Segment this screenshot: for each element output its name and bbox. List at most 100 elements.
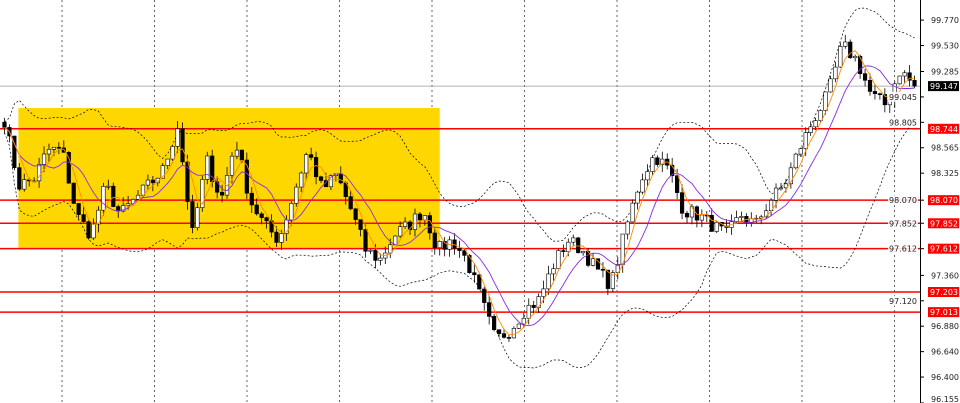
y-tick-label: 97.360 <box>931 271 959 280</box>
candle-body <box>289 203 294 221</box>
candle-body <box>640 179 645 193</box>
candle-body <box>803 132 808 149</box>
candle-body <box>437 240 442 249</box>
candle-body <box>838 46 843 68</box>
candle-body <box>546 273 551 290</box>
candle-body <box>566 241 571 252</box>
bollinger-bands <box>4 7 915 369</box>
candle-body <box>650 157 655 172</box>
candle-body <box>239 149 244 161</box>
candle-body <box>358 219 363 230</box>
candle-body <box>828 78 833 93</box>
y-tick-label-bg <box>888 117 918 128</box>
candle-body <box>531 304 536 308</box>
candle-body <box>571 237 576 243</box>
candle-body <box>2 121 7 128</box>
level-label-bg <box>928 243 959 254</box>
level-label: 97.852 <box>930 219 958 228</box>
y-tick-label-bg <box>888 218 918 229</box>
candle-body <box>432 232 437 249</box>
candle-body <box>526 304 531 319</box>
candle-body <box>205 155 210 180</box>
candle-body <box>684 212 690 218</box>
candle-body <box>393 235 398 246</box>
y-tick-label: 96.155 <box>931 395 959 403</box>
candle-body <box>907 72 912 81</box>
candle-body <box>556 250 561 269</box>
candle-body <box>452 239 457 249</box>
current-price-label: 99.147 <box>930 82 958 91</box>
candle-body <box>121 205 126 212</box>
candle-body <box>645 171 650 181</box>
candle-body <box>224 175 230 196</box>
y-tick-label: 99.770 <box>931 16 959 25</box>
candle-body <box>279 233 284 243</box>
candle-body <box>551 268 556 275</box>
candle-body <box>635 191 640 204</box>
candle-body <box>363 229 368 252</box>
candle-body <box>487 302 492 317</box>
candle-body <box>813 120 818 128</box>
candle-body <box>541 288 546 297</box>
candle-body <box>309 154 314 158</box>
candle-body <box>111 185 116 207</box>
candle-body <box>630 202 635 223</box>
candle-body <box>472 272 477 276</box>
candle-body <box>858 55 863 74</box>
candle-body <box>170 146 175 160</box>
candle-body <box>422 215 427 221</box>
candle-body <box>773 187 779 201</box>
y-tick-label: 98.565 <box>931 144 959 153</box>
y-tick-label-bg <box>888 195 918 206</box>
candle-body <box>442 240 447 250</box>
candle-body <box>106 185 111 188</box>
level-label-bg <box>928 195 959 206</box>
candle-body <box>605 269 610 289</box>
candle-body <box>219 191 225 196</box>
candle-body <box>200 179 205 208</box>
candle-body <box>862 73 868 81</box>
candle-body <box>482 288 487 303</box>
candle-body <box>427 215 432 234</box>
moving-averages <box>4 50 915 336</box>
candle-body <box>155 177 160 184</box>
candle-body <box>793 153 798 169</box>
y-tick-label: 96.400 <box>931 373 959 382</box>
candle-body <box>561 250 566 252</box>
candle-body <box>22 179 27 190</box>
candle-body <box>694 206 700 221</box>
level-label-bg <box>928 218 959 229</box>
candle-body <box>689 206 695 218</box>
candle-body <box>912 80 917 87</box>
y-tick-label-bg <box>888 295 918 306</box>
candle-body <box>536 296 541 308</box>
candle-body <box>798 148 803 155</box>
y-tick-label: 98.070 <box>889 196 917 205</box>
candle-body <box>150 179 155 184</box>
candle-body <box>190 201 195 228</box>
candle-body <box>576 237 581 254</box>
candle-body <box>41 153 47 165</box>
candle-body <box>877 93 883 95</box>
level-label-bg <box>928 123 959 134</box>
candle-body <box>778 187 784 190</box>
candle-body <box>818 110 823 121</box>
candle-body <box>412 213 418 230</box>
candle-body <box>66 152 71 184</box>
candle-body <box>12 135 17 168</box>
candle-body <box>477 274 482 290</box>
candle-body <box>788 167 793 185</box>
candle-body <box>467 255 472 273</box>
candle-body <box>783 183 789 189</box>
fast-moving-average-line <box>4 50 915 336</box>
candle-body <box>709 215 714 232</box>
candle-body <box>897 75 902 85</box>
candle-body <box>299 172 304 188</box>
candle-body <box>590 258 596 266</box>
candle-body <box>195 207 200 228</box>
level-label: 97.203 <box>930 288 958 297</box>
candle-body <box>254 204 259 215</box>
candle-body <box>249 192 254 206</box>
level-label-bg <box>928 307 959 318</box>
candle-body <box>600 268 606 271</box>
